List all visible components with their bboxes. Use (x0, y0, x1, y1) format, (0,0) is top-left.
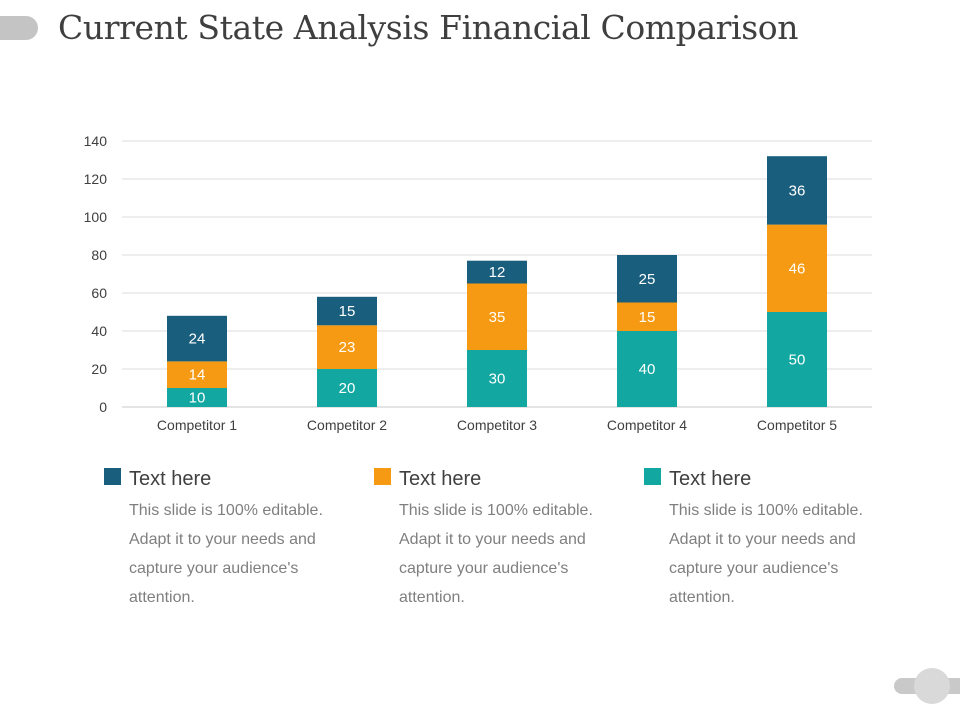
data-label: 25 (639, 271, 656, 288)
bar-segment (167, 315, 227, 362)
data-label: 46 (789, 260, 806, 277)
legend-swatch-series-3 (644, 468, 661, 485)
y-tick-label: 140 (84, 133, 108, 149)
y-tick-label: 80 (91, 247, 107, 263)
x-tick-label: Competitor 5 (757, 417, 837, 433)
bar-segment (317, 369, 377, 407)
bar-segment (617, 255, 677, 303)
y-tick-label: 0 (99, 399, 107, 415)
data-label: 40 (639, 361, 656, 378)
y-tick-label: 40 (91, 323, 107, 339)
bar-segment (767, 312, 827, 407)
stacked-bar-chart: 0 20 40 60 80 100 120 140 10 14 24 Competitor 1 20 23… (84, 133, 872, 433)
x-tick-label: Competitor 4 (607, 417, 687, 433)
x-tick-label: Competitor 1 (157, 417, 237, 433)
bar-segment (767, 156, 827, 225)
slide-title: Current State Analysis Financial Compari… (58, 8, 799, 47)
x-tick-label: Competitor 3 (457, 417, 537, 433)
legend-swatch-series-1 (104, 468, 121, 485)
y-tick-label: 20 (91, 361, 107, 377)
bar-segment (317, 296, 377, 326)
legend-description: This slide is 100% editable. Adapt it to… (399, 502, 593, 606)
legend-description: This slide is 100% editable. Adapt it to… (129, 502, 323, 606)
bar-segment (617, 331, 677, 407)
bar-segment (767, 224, 827, 312)
slide-nav-knob[interactable] (914, 668, 950, 704)
data-label: 30 (489, 371, 506, 388)
legend-heading: Text here (129, 468, 212, 490)
data-label: 14 (189, 367, 206, 384)
data-label: 36 (789, 182, 806, 199)
data-label: 15 (639, 309, 656, 326)
data-label: 50 (789, 352, 806, 369)
data-label: 10 (189, 390, 206, 407)
bar-segment (167, 388, 227, 407)
data-label: 15 (339, 303, 356, 320)
data-label: 24 (189, 331, 206, 348)
bar-segment (467, 260, 527, 284)
legend-description: This slide is 100% editable. Adapt it to… (669, 502, 863, 606)
legend-heading: Text here (399, 468, 482, 490)
data-label: 23 (339, 339, 356, 356)
x-tick-label: Competitor 2 (307, 417, 387, 433)
bar-segment (617, 302, 677, 331)
y-tick-label: 100 (84, 209, 108, 225)
bar-segment (167, 361, 227, 388)
bar-segment (467, 350, 527, 407)
bar-segment (467, 283, 527, 350)
data-label: 12 (489, 264, 506, 281)
data-label: 35 (489, 309, 506, 326)
bar-segment (317, 325, 377, 369)
legend-swatch-series-2 (374, 468, 391, 485)
data-label: 20 (339, 380, 356, 397)
corner-tab-decoration (0, 16, 38, 40)
y-tick-label: 120 (84, 171, 108, 187)
y-tick-label: 60 (91, 285, 107, 301)
legend-heading: Text here (669, 468, 752, 490)
